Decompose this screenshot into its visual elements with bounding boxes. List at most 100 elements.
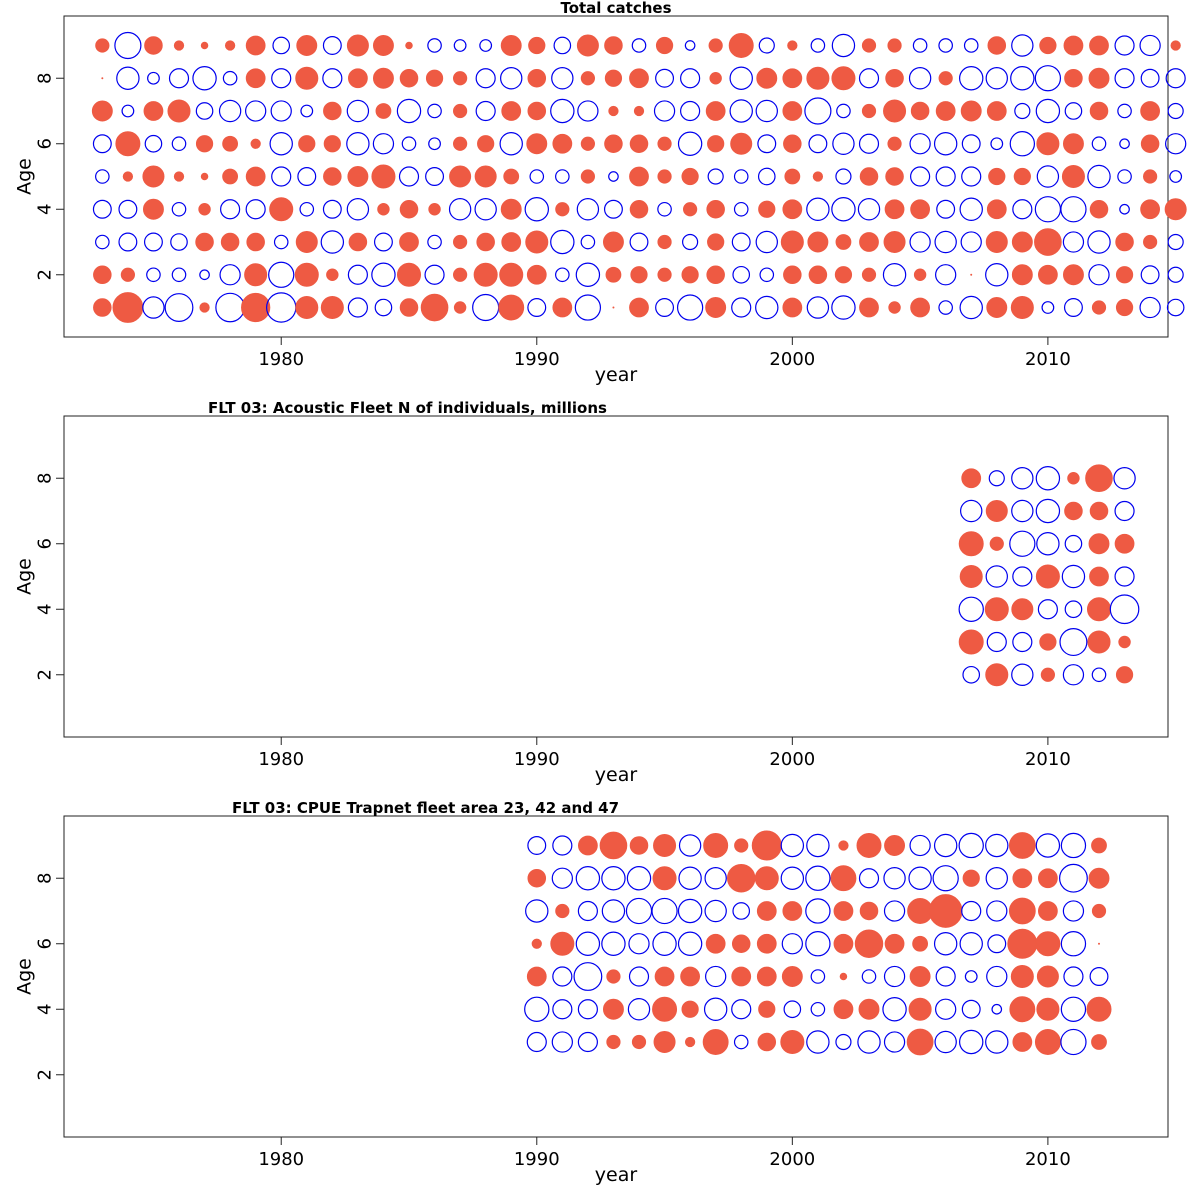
residual-bubble bbox=[474, 165, 497, 188]
residual-bubble bbox=[551, 867, 573, 889]
residual-bubble bbox=[958, 531, 984, 557]
residual-bubble bbox=[91, 100, 113, 122]
residual-bubble bbox=[1062, 264, 1084, 286]
residual-bubble bbox=[576, 198, 600, 221]
residual-bubble bbox=[806, 197, 830, 221]
residual-bubble bbox=[652, 866, 677, 891]
residual-bubble bbox=[399, 68, 419, 88]
residual-bubble bbox=[555, 267, 570, 283]
residual-bubble bbox=[195, 232, 214, 252]
y-axis-label: Age bbox=[14, 958, 36, 995]
residual-bubble bbox=[1064, 501, 1083, 521]
residual-bubble bbox=[961, 999, 981, 1019]
residual-bubble bbox=[1011, 598, 1034, 621]
residual-bubble bbox=[375, 103, 392, 119]
residual-bubble bbox=[453, 136, 468, 151]
residual-bubble bbox=[246, 232, 265, 252]
residual-bubble bbox=[756, 67, 778, 89]
residual-bubble bbox=[986, 631, 1007, 653]
residual-bubble bbox=[782, 101, 803, 121]
residual-bubble bbox=[657, 234, 672, 250]
residual-bubble bbox=[1036, 165, 1060, 188]
residual-bubble bbox=[1059, 627, 1088, 657]
residual-bubble bbox=[577, 900, 598, 922]
residual-bubble bbox=[612, 306, 615, 309]
residual-bubble bbox=[680, 68, 701, 89]
residual-bubble bbox=[245, 166, 266, 187]
residual-bubble bbox=[142, 198, 164, 220]
residual-bubble bbox=[347, 264, 368, 285]
residual-bubble bbox=[653, 833, 677, 857]
residual-bubble bbox=[986, 199, 1007, 220]
y-tick-label: 6 bbox=[34, 138, 55, 149]
residual-bubble bbox=[580, 234, 596, 250]
residual-bubble bbox=[1011, 264, 1033, 286]
residual-bubble bbox=[751, 830, 782, 861]
plot-frame bbox=[63, 15, 1169, 338]
residual-bubble bbox=[628, 933, 650, 955]
residual-bubble bbox=[608, 171, 619, 182]
residual-bubble bbox=[1039, 633, 1057, 651]
residual-bubble bbox=[627, 998, 651, 1021]
residual-bubble bbox=[528, 36, 546, 55]
residual-bubble bbox=[884, 933, 905, 954]
residual-bubble bbox=[833, 901, 854, 921]
residual-bubble bbox=[192, 66, 217, 91]
residual-bubble bbox=[143, 101, 164, 121]
residual-bubble bbox=[300, 104, 314, 118]
y-tick-label: 4 bbox=[34, 1004, 55, 1015]
residual-bubble bbox=[707, 233, 725, 251]
residual-bubble bbox=[396, 98, 422, 124]
residual-bubble bbox=[1115, 232, 1134, 252]
residual-bubble bbox=[708, 38, 723, 53]
residual-bubble bbox=[910, 297, 931, 318]
residual-bubble bbox=[577, 835, 598, 856]
residual-bubble bbox=[629, 836, 649, 855]
residual-bubble bbox=[1037, 901, 1058, 921]
residual-bubble bbox=[731, 232, 751, 252]
residual-bubble bbox=[631, 1034, 647, 1050]
residual-bubble bbox=[1091, 837, 1107, 854]
residual-bubble bbox=[1091, 300, 1107, 315]
residual-bubble bbox=[1091, 136, 1107, 152]
residual-bubble bbox=[222, 70, 238, 86]
residual-bubble bbox=[730, 132, 753, 155]
residual-bubble bbox=[1063, 35, 1084, 56]
residual-bubble bbox=[676, 294, 704, 321]
residual-bubble bbox=[959, 1029, 984, 1055]
residual-bubble bbox=[729, 66, 753, 90]
residual-bubble bbox=[580, 169, 595, 184]
residual-bubble bbox=[296, 35, 318, 56]
residual-bubble bbox=[1114, 35, 1135, 56]
residual-bubble bbox=[834, 266, 853, 284]
residual-bubble bbox=[1014, 102, 1031, 120]
residual-bubble bbox=[1089, 501, 1109, 521]
bubble-series bbox=[91, 31, 1187, 323]
residual-bubble bbox=[1088, 533, 1110, 555]
residual-bubble bbox=[525, 230, 549, 254]
residual-bubble bbox=[887, 136, 902, 151]
x-tick-label: 1980 bbox=[258, 349, 304, 370]
residual-bubble bbox=[1139, 34, 1161, 57]
residual-bubble bbox=[782, 901, 803, 921]
residual-bubble bbox=[1140, 199, 1161, 220]
residual-bubble bbox=[961, 166, 982, 187]
residual-bubble bbox=[928, 894, 963, 928]
residual-bubble bbox=[199, 302, 210, 313]
residual-bubble bbox=[908, 997, 932, 1021]
residual-bubble bbox=[420, 293, 449, 322]
residual-bubble bbox=[1008, 897, 1036, 925]
residual-bubble bbox=[912, 38, 928, 53]
residual-bubble bbox=[171, 201, 187, 217]
y-tick-label: 2 bbox=[34, 669, 55, 680]
x-tick-label: 1980 bbox=[258, 749, 304, 770]
residual-bubble bbox=[987, 36, 1007, 55]
residual-bubble bbox=[625, 897, 653, 925]
residual-bubble bbox=[958, 596, 984, 622]
residual-bubble bbox=[372, 67, 394, 89]
residual-bubble bbox=[575, 262, 601, 287]
residual-bubble bbox=[628, 966, 650, 987]
residual-bubble bbox=[269, 132, 293, 156]
residual-bubble bbox=[1109, 594, 1140, 625]
residual-bubble bbox=[371, 262, 396, 287]
